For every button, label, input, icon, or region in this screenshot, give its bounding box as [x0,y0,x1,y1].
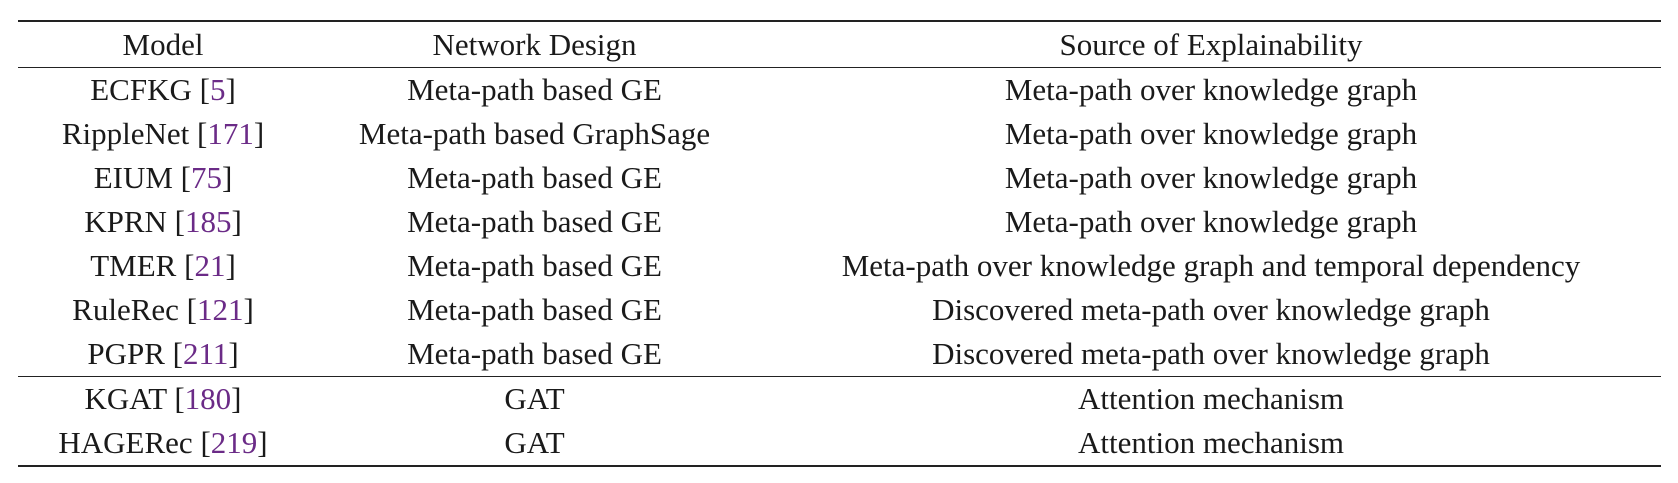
cell-source-of-explainability: Meta-path over knowledge graph [1004,72,1418,107]
model-name: TMER [90,248,177,283]
cell-network-design: Meta-path based GE [407,204,662,239]
table-row: KPRN [185] Meta-path based GE Meta-path ov… [18,200,1661,244]
table-row: PGPR [211] Meta-path based GE Discovered m… [18,332,1661,377]
cell-model: KPRN [185] [84,204,242,239]
table-row: TMER [21] Meta-path based GE Meta-path ove… [18,244,1661,288]
header-model: Model [122,27,204,62]
cell-network-design: Meta-path based GE [407,336,662,371]
model-name: RippleNet [61,116,190,151]
table-row: HAGERec [219] GAT Attention mechanism [18,421,1661,466]
model-name: RuleRec [72,292,179,327]
comparison-table-container: Model Network Design Source of Explainab… [18,20,1661,467]
cell-model: RippleNet [171] [61,116,265,151]
cell-model: HAGERec [219] [58,425,268,460]
cell-source-of-explainability: Meta-path over knowledge graph and tempo… [841,248,1581,283]
model-name: PGPR [87,336,165,371]
citation-link[interactable]: 21 [194,248,226,283]
citation-link[interactable]: 180 [184,381,232,416]
citation-link[interactable]: 75 [190,160,222,195]
header-source-of-explainability: Source of Explainability [1059,27,1363,62]
cell-source-of-explainability: Discovered meta-path over knowledge grap… [932,292,1490,327]
cell-model: TMER [21] [90,248,236,283]
cell-model: RuleRec [121] [72,292,254,327]
citation-link[interactable]: 211 [182,336,229,371]
table-row: EIUM [75] Meta-path based GE Meta-path ove… [18,156,1661,200]
cell-network-design: Meta-path based GE [407,292,662,327]
model-name: EIUM [93,160,173,195]
cell-model: ECFKG [5] [90,72,236,107]
cell-network-design: Meta-path based GE [407,160,662,195]
citation-link[interactable]: 219 [210,425,258,460]
model-name: KGAT [84,381,167,416]
cell-network-design: GAT [504,381,565,416]
cell-source-of-explainability: Meta-path over knowledge graph [1004,204,1418,239]
cell-source-of-explainability: Discovered meta-path over knowledge grap… [932,336,1490,371]
table-header: Model Network Design Source of Explainab… [18,21,1661,68]
cell-model: KGAT [180] [84,381,242,416]
model-name: HAGERec [58,425,193,460]
citation-link[interactable]: 121 [197,292,244,327]
cell-network-design: Meta-path based GE [407,248,662,283]
table-row: RuleRec [121] Meta-path based GE Discovere… [18,288,1661,332]
cell-source-of-explainability: Attention mechanism [1077,381,1345,416]
header-row: Model Network Design Source of Explainab… [18,21,1661,68]
cell-model: PGPR [211] [87,336,239,371]
cell-source-of-explainability: Meta-path over knowledge graph [1004,160,1418,195]
model-name: ECFKG [90,72,192,107]
cell-model: EIUM [75] [93,160,233,195]
cell-network-design: Meta-path based GE [407,72,662,107]
cell-network-design: GAT [504,425,565,460]
citation-link[interactable]: 171 [207,116,254,151]
cell-network-design: Meta-path based GraphSage [358,116,711,151]
table-row: KGAT [180] GAT Attention mechanism [18,377,1661,422]
header-network-design: Network Design [432,27,637,62]
table-row: ECFKG [5] Meta-path based GE Meta-path ove… [18,68,1661,113]
citation-link[interactable]: 185 [184,204,232,239]
table-body: ECFKG [5] Meta-path based GE Meta-path ove… [18,68,1661,466]
table-row: RippleNet [171] Meta-path based GraphSage… [18,112,1661,156]
comparison-table: Model Network Design Source of Explainab… [18,20,1661,467]
citation-link[interactable]: 5 [209,72,226,107]
model-name: KPRN [84,204,167,239]
cell-source-of-explainability: Attention mechanism [1077,425,1345,460]
cell-source-of-explainability: Meta-path over knowledge graph [1004,116,1418,151]
